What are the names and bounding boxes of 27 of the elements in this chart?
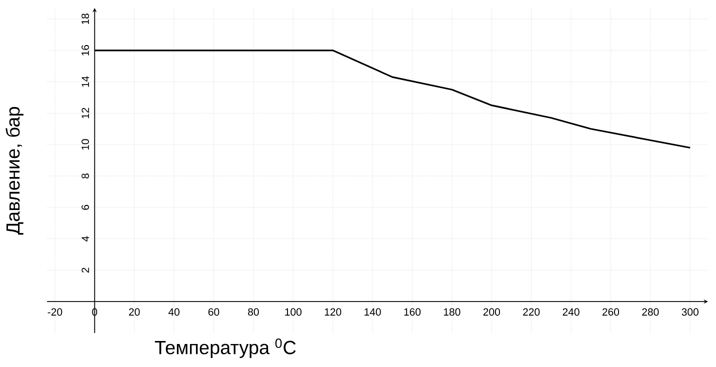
y-tick-label: 16 xyxy=(82,45,89,56)
y-tick-label: 18 xyxy=(82,14,89,24)
y-tick-label: 12 xyxy=(82,108,89,118)
x-tick-label: 260 xyxy=(602,308,620,316)
x-axis-title: Температура $^{0}$C xyxy=(154,338,296,358)
x-tick-label: 80 xyxy=(248,308,259,316)
x-tick-label: 120 xyxy=(324,308,342,316)
x-tick-label: 20 xyxy=(129,308,140,316)
x-tick-label: 240 xyxy=(562,308,580,316)
x-tick-label: 60 xyxy=(208,308,220,316)
x-tick-label: 160 xyxy=(404,308,421,316)
x-tick-label: 280 xyxy=(642,308,659,316)
y-tick-label: 4 xyxy=(82,236,89,242)
y-tick-label: 6 xyxy=(82,204,89,210)
x-tick-label: 100 xyxy=(285,308,302,316)
x-tick-label: 40 xyxy=(168,308,180,316)
y-tick-label: 14 xyxy=(82,76,89,87)
y-tick-label: 10 xyxy=(82,139,89,150)
x-tick-label: 180 xyxy=(444,308,460,316)
x-tick-label: -20 xyxy=(48,308,62,316)
y-tick-label: 8 xyxy=(82,174,89,178)
y-tick-label: 2 xyxy=(82,268,89,273)
x-tick-label: 200 xyxy=(483,308,500,316)
x-tick-label: 140 xyxy=(364,308,381,316)
y-axis-title: Давление, бар xyxy=(6,107,24,235)
x-tick-label: 300 xyxy=(682,308,698,316)
x-tick-label: 220 xyxy=(523,308,540,316)
